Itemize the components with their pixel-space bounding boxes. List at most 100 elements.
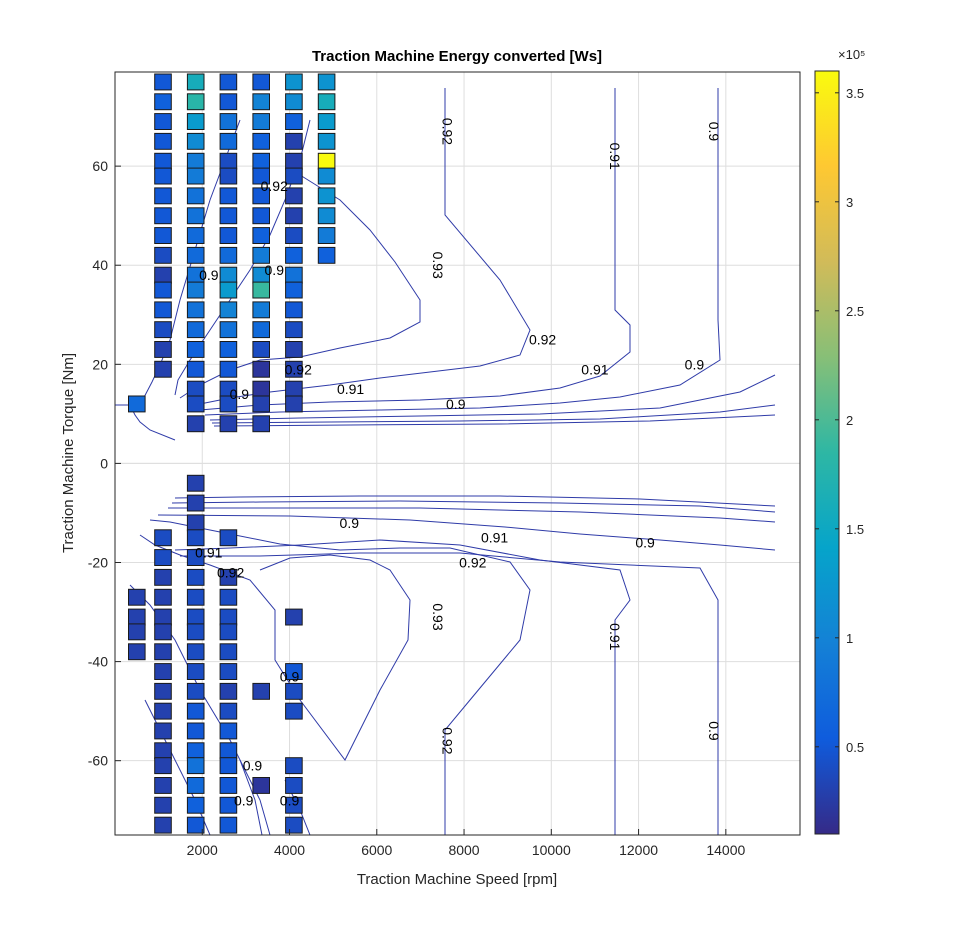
energy-bin bbox=[219, 152, 238, 170]
energy-bin bbox=[219, 266, 238, 284]
contour-label: 0.93 bbox=[430, 603, 446, 630]
energy-bin bbox=[154, 301, 172, 319]
energy-bin bbox=[252, 777, 270, 794]
energy-bin bbox=[219, 682, 238, 700]
energy-bin bbox=[219, 113, 238, 130]
energy-bin bbox=[285, 608, 303, 626]
energy-bin bbox=[317, 73, 336, 91]
energy-bin bbox=[154, 757, 172, 775]
energy-bin bbox=[219, 568, 238, 586]
y-tick-label: -20 bbox=[88, 555, 108, 571]
energy-bin bbox=[285, 663, 303, 680]
energy-bin bbox=[186, 816, 205, 834]
contour-label: 0.9 bbox=[340, 515, 360, 531]
contour-label: 0.9 bbox=[706, 122, 722, 142]
energy-bin bbox=[285, 152, 303, 170]
energy-bin bbox=[285, 395, 303, 413]
contour-line bbox=[213, 414, 776, 427]
contour-label: 0.9 bbox=[234, 792, 254, 808]
energy-bin bbox=[285, 757, 303, 775]
x-tick-label: 6000 bbox=[361, 842, 392, 858]
contour-line bbox=[199, 88, 631, 411]
contour-label: 0.9 bbox=[706, 721, 722, 741]
x-axis-ticks: 2000 4000 6000 8000 10000 12000 14000 bbox=[187, 829, 746, 858]
contour-line bbox=[115, 119, 241, 406]
energy-bin bbox=[285, 281, 303, 299]
contour-label: 0.92 bbox=[459, 555, 486, 571]
energy-bin bbox=[154, 608, 172, 626]
contour-labels: 0.92 0.91 0.9 0.92 0.93 0.9 0.9 0.92 0.91 0.9 0.92… bbox=[195, 118, 722, 808]
energy-bin bbox=[219, 93, 238, 111]
energy-bin bbox=[219, 227, 238, 245]
energy-bin bbox=[285, 246, 303, 264]
energy-bin bbox=[252, 415, 270, 433]
energy-bin bbox=[219, 722, 238, 740]
energy-bin bbox=[154, 207, 172, 225]
contour-label: 0.9 bbox=[280, 668, 300, 684]
energy-bin bbox=[285, 113, 303, 130]
colorbar-tick-label: 1.5 bbox=[846, 522, 864, 537]
energy-bin bbox=[128, 395, 146, 413]
colorbar-exponent: ×10⁵ bbox=[838, 47, 865, 62]
energy-bin bbox=[154, 643, 172, 661]
energy-bin bbox=[317, 187, 336, 205]
energy-bin bbox=[186, 549, 205, 566]
energy-bin bbox=[252, 301, 270, 319]
energy-bin bbox=[154, 321, 172, 339]
energy-bin bbox=[154, 796, 172, 814]
energy-bin bbox=[128, 588, 146, 606]
energy-bin bbox=[219, 301, 238, 319]
colorbar-tick-label: 1 bbox=[846, 631, 853, 646]
energy-bin bbox=[317, 246, 336, 264]
energy-bin bbox=[186, 588, 205, 606]
colorbar-tick-label: 3 bbox=[846, 195, 853, 210]
colorbar-tick-label: 3.5 bbox=[846, 86, 864, 101]
energy-bin bbox=[128, 623, 146, 641]
energy-bin bbox=[186, 360, 205, 378]
energy-bin bbox=[285, 167, 303, 185]
y-axis-ticks: -60 -40 -20 0 20 40 60 bbox=[88, 158, 121, 769]
energy-bin bbox=[317, 152, 336, 170]
energy-bin bbox=[154, 663, 172, 680]
energy-bin bbox=[186, 207, 205, 225]
contour-label: 0.92 bbox=[529, 332, 556, 348]
contour-line bbox=[171, 500, 776, 513]
energy-bin bbox=[252, 281, 270, 299]
contour-label: 0.93 bbox=[430, 252, 446, 279]
energy-bin bbox=[285, 207, 303, 225]
energy-bin bbox=[154, 742, 172, 760]
energy-bin bbox=[154, 549, 172, 566]
energy-bin bbox=[154, 722, 172, 740]
energy-bin bbox=[317, 227, 336, 245]
energy-bin bbox=[186, 281, 205, 299]
colorbar-gradient bbox=[814, 70, 840, 835]
energy-bin bbox=[154, 132, 172, 150]
energy-bin bbox=[154, 187, 172, 205]
energy-bin bbox=[128, 643, 146, 661]
energy-bin bbox=[154, 682, 172, 700]
energy-bin bbox=[285, 702, 303, 720]
energy-bin bbox=[186, 663, 205, 680]
energy-bin bbox=[317, 167, 336, 185]
energy-bin bbox=[285, 682, 303, 700]
energy-bin bbox=[219, 246, 238, 264]
energy-bin bbox=[186, 722, 205, 740]
colorbar: ×10⁵ bbox=[814, 47, 865, 835]
contour-label: 0.92 bbox=[439, 118, 455, 145]
contour-line bbox=[157, 514, 776, 551]
energy-bin bbox=[252, 113, 270, 130]
energy-bin bbox=[186, 796, 205, 814]
energy-bin bbox=[186, 321, 205, 339]
contour-line bbox=[180, 552, 719, 835]
contour-label: 0.91 bbox=[481, 530, 508, 546]
contour-line bbox=[209, 374, 776, 421]
energy-bin bbox=[186, 777, 205, 794]
energy-bin bbox=[186, 474, 205, 492]
energy-bin bbox=[285, 301, 303, 319]
energy-bin bbox=[186, 132, 205, 150]
energy-bin bbox=[186, 702, 205, 720]
y-tick-label: 40 bbox=[92, 257, 108, 273]
contour-label: 0.92 bbox=[285, 361, 312, 377]
energy-bin bbox=[186, 152, 205, 170]
energy-bin bbox=[219, 167, 238, 185]
